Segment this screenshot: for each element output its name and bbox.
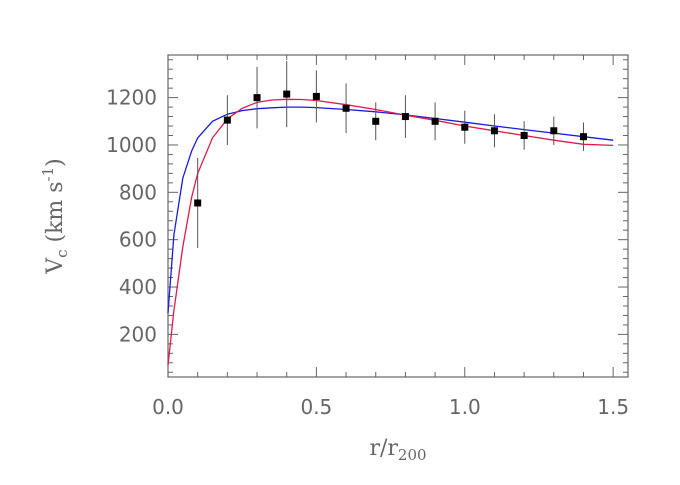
data-points (194, 90, 587, 207)
data-point (461, 123, 469, 131)
data-point (401, 113, 409, 121)
data-point (550, 127, 558, 135)
model-curves (167, 98, 614, 366)
data-point (520, 132, 528, 139)
data-point (579, 133, 587, 141)
red-model-curve (167, 98, 614, 366)
x-tick-label: 1.5 (597, 395, 629, 419)
y-tick-label: 800 (119, 180, 157, 204)
y-tick-label: 600 (119, 228, 157, 252)
y-tick-label: 1000 (106, 133, 157, 157)
y-axis-title: Vc (km s-1) (39, 158, 71, 275)
x-tick-label: 1.0 (449, 395, 481, 419)
data-point (223, 116, 231, 124)
plot-frame (167, 54, 629, 378)
data-point (342, 104, 350, 112)
x-axis-ticks (167, 55, 614, 377)
y-axis-ticks (168, 59, 628, 373)
error-bars (197, 60, 584, 248)
data-point (194, 199, 202, 207)
blue-model-curve (167, 106, 614, 314)
x-axis-tick-labels: 0.0 0.5 1.0 1.5 (152, 395, 629, 419)
y-tick-label: 1200 (106, 86, 157, 110)
x-axis-title: r/r200 (369, 436, 426, 464)
data-point (372, 117, 380, 125)
x-tick-label: 0.5 (300, 395, 332, 419)
data-point (312, 92, 320, 100)
x-tick-label: 0.0 (152, 395, 184, 419)
data-point (283, 90, 291, 98)
data-point (253, 94, 261, 102)
data-point (431, 117, 439, 125)
y-tick-label: 200 (119, 322, 157, 346)
data-point (490, 127, 498, 135)
y-tick-label: 400 (119, 275, 157, 299)
y-axis-tick-labels: 200 400 600 800 1000 1200 (106, 86, 157, 347)
